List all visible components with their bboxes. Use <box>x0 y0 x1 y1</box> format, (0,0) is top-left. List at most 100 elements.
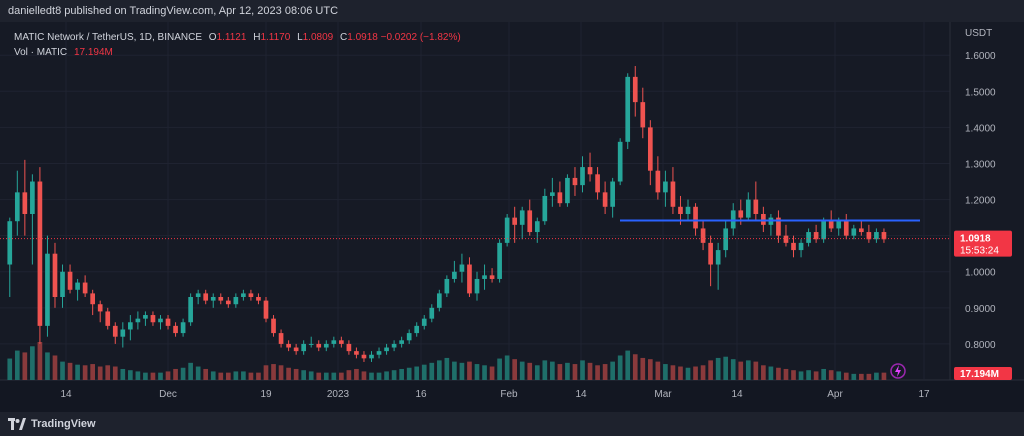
volume-bar <box>256 372 261 380</box>
volume-bar <box>783 368 789 380</box>
candle-body <box>180 322 186 334</box>
candle-body <box>587 167 593 175</box>
volume-bar <box>436 360 442 380</box>
volume-bar <box>346 370 352 380</box>
candle-body <box>685 206 691 214</box>
volume-bar <box>753 361 759 380</box>
price-tick-label: 1.0000 <box>965 268 996 279</box>
volume-bar <box>708 360 713 380</box>
candle-body <box>399 340 404 344</box>
volume-bar <box>798 371 804 380</box>
alert-lightning-icon[interactable] <box>890 363 906 379</box>
volume-bar <box>821 368 826 380</box>
volume-bar <box>414 366 420 380</box>
volume-bar <box>550 361 555 380</box>
time-tick-label: Mar <box>654 389 672 400</box>
volume-bar <box>354 368 359 380</box>
candle-body <box>708 242 713 265</box>
candle-body <box>376 351 382 355</box>
volume-bar <box>52 355 58 380</box>
volume-bar <box>534 365 540 380</box>
candle-body <box>632 76 638 103</box>
volume-bar <box>165 371 171 380</box>
candle-body <box>120 329 126 337</box>
time-tick-label: 19 <box>260 389 272 400</box>
candle-body <box>776 217 781 236</box>
legend-low-label: L <box>297 32 303 43</box>
candle-body <box>225 300 231 305</box>
volume-bar <box>7 358 13 380</box>
volume-bar <box>761 365 766 380</box>
legend-high: 1.1170 <box>260 32 291 43</box>
candle-body <box>851 228 857 236</box>
candle-body <box>346 343 352 352</box>
time-tick-label: Feb <box>500 389 518 400</box>
candle-body <box>384 347 389 352</box>
candle-body <box>745 199 751 218</box>
candle-body <box>354 351 359 355</box>
candle-body <box>75 282 80 290</box>
candle-body <box>278 333 284 344</box>
volume-bar <box>866 373 872 380</box>
chart-area[interactable]: 1.60001.50001.40001.30001.20001.10001.00… <box>0 22 1024 412</box>
volume-bar <box>316 372 322 380</box>
candle-body <box>693 206 698 229</box>
last-price-badge <box>954 230 1012 257</box>
time-tick-label: Dec <box>159 389 177 400</box>
legend-open: 1.1121 <box>216 32 247 43</box>
volume-bar <box>640 357 646 380</box>
candle-body <box>670 181 676 207</box>
candle-body <box>647 127 653 171</box>
candle-body <box>150 315 156 323</box>
legend-symbol[interactable]: MATIC Network / TetherUS, 1D, BINANCE <box>14 32 203 43</box>
volume-bar <box>14 350 20 380</box>
volume-bar <box>655 361 661 380</box>
volume-bar <box>693 366 698 380</box>
candle-body <box>444 278 450 294</box>
volume-bar <box>512 359 518 380</box>
volume-bar <box>150 372 156 380</box>
candle-body <box>7 221 13 265</box>
volume-bar <box>67 362 73 380</box>
tradingview-logo[interactable]: TradingView <box>8 418 96 430</box>
volume-bar <box>557 364 563 380</box>
legend-open-label: O <box>208 32 217 43</box>
volume-bar <box>565 362 570 380</box>
price-tick-label: 1.2000 <box>965 196 996 207</box>
volume-bar <box>602 364 608 380</box>
candle-body <box>421 318 427 326</box>
volume-bar <box>195 366 201 380</box>
candle-body <box>37 181 43 326</box>
volume-bar <box>813 371 819 380</box>
candle-body <box>112 325 118 337</box>
candle-body <box>339 340 344 344</box>
price-tick-label: 1.4000 <box>965 123 996 134</box>
volume-bar <box>738 361 744 380</box>
legend-change: −0.0202 (−1.82%) <box>380 32 461 43</box>
candle-body <box>791 242 796 251</box>
candlestick-chart[interactable]: 1.60001.50001.40001.30001.20001.10001.00… <box>0 22 1024 412</box>
volume-bar <box>135 371 141 380</box>
volume-bar <box>188 362 193 380</box>
candle-body <box>45 253 50 326</box>
volume-bar <box>128 370 133 380</box>
candle-body <box>828 221 834 229</box>
volume-bar <box>308 371 314 380</box>
candle-body <box>572 177 578 186</box>
candle-body <box>836 221 842 229</box>
candle-body <box>881 232 887 240</box>
candle-body <box>293 347 299 352</box>
legend-vol-label[interactable]: Vol · MATIC <box>14 47 68 58</box>
volume-bar <box>806 370 811 380</box>
candle-body <box>723 228 729 251</box>
candle-body <box>286 343 291 348</box>
time-tick-label: 2023 <box>327 389 350 400</box>
volume-bar <box>97 366 103 380</box>
volume-bar <box>851 373 857 380</box>
volume-bar <box>361 371 367 380</box>
footer-brand: TradingView <box>31 418 96 430</box>
volume-bar <box>768 366 774 380</box>
legend-volume-row: Vol · MATIC 17.194M <box>14 45 461 60</box>
volume-bar <box>60 361 65 380</box>
price-tick-label: 1.5000 <box>965 87 996 98</box>
